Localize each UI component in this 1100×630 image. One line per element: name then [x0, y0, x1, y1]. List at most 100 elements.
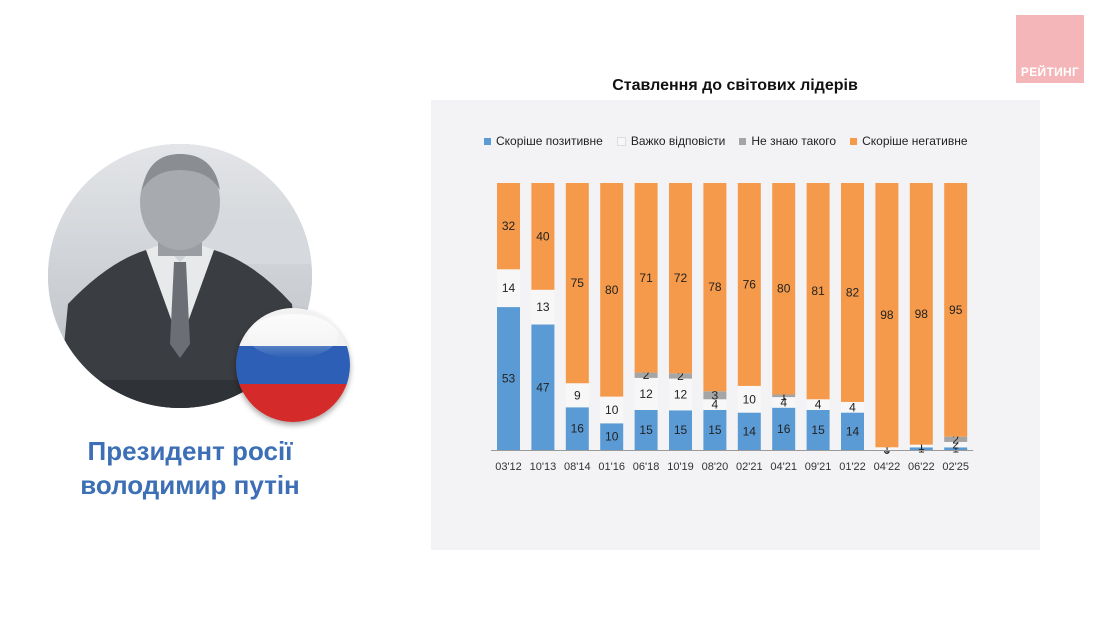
legend-label-hard-to-say: Важко відповісти: [630, 134, 726, 148]
legend-label-positive: Скоріше позитивне: [496, 134, 603, 148]
person-caption: Президент росії володимир путін: [40, 434, 340, 502]
bar-segment-1-8: [772, 397, 796, 408]
bar-segment-2-6: [703, 391, 727, 400]
legend-label-negative: Скоріше негативне: [862, 134, 968, 148]
bar-segment-0-0: [497, 307, 520, 450]
bar-segment-2-5: [669, 373, 692, 379]
person-caption-line2: володимир путін: [80, 470, 300, 500]
bar-segment-1-11: [875, 447, 899, 450]
x-tick-label-1: 10'13: [530, 461, 557, 473]
bar-segment-0-6: [703, 409, 727, 450]
data-label-1-4: 12: [639, 387, 653, 401]
russian-flag-icon: [236, 308, 350, 422]
bar-segment-3-4: [634, 183, 658, 373]
bar-segment-3-9: [806, 183, 830, 400]
legend-swatch-hard-to-say: [616, 136, 626, 146]
bar-segment-0-9: [806, 409, 830, 450]
data-label-1-1: 13: [536, 300, 550, 314]
data-label-3-6: 78: [708, 280, 722, 294]
x-tick-label-10: 01'22: [839, 461, 866, 473]
data-label-3-3: 80: [605, 283, 619, 297]
stacked-bar-chart: 53143203'1247134010'131697508'1410108001…: [491, 183, 974, 473]
data-label-1-2: 9: [574, 388, 581, 402]
data-label-2-4: 2: [643, 368, 650, 382]
data-label-0-4: 15: [639, 423, 653, 437]
bar-segment-1-7: [737, 385, 761, 413]
bar-segment-0-4: [634, 409, 658, 450]
data-label-0-8: 16: [777, 422, 791, 436]
bar-segment-2-13: [944, 436, 968, 442]
data-label-1-11: 1: [884, 442, 891, 456]
data-label-1-0: 14: [502, 281, 516, 295]
bar-segment-0-8: [772, 407, 796, 450]
x-tick-label-8: 04'21: [770, 461, 797, 473]
bar-segment-3-10: [841, 183, 864, 402]
data-label-3-11: 98: [880, 308, 894, 322]
data-label-3-0: 32: [502, 219, 516, 233]
data-label-0-12: 1: [918, 442, 925, 456]
data-label-1-8: 4: [780, 395, 787, 409]
data-label-0-13: 1: [952, 442, 959, 456]
data-label-2-6: 3: [712, 388, 719, 402]
legend-swatch-dont-know: [739, 137, 747, 145]
x-tick-label-12: 06'22: [908, 461, 935, 473]
data-label-0-9: 15: [811, 423, 825, 437]
legend-swatch-positive: [484, 137, 491, 145]
bar-segment-3-11: [875, 183, 899, 448]
bar-segment-1-6: [703, 399, 727, 410]
data-label-3-1: 40: [536, 229, 550, 243]
x-tick-label-7: 02'21: [736, 461, 763, 473]
bar-segment-0-1: [531, 324, 555, 450]
data-label-0-0: 53: [502, 372, 516, 386]
data-label-2-8: 1: [780, 389, 787, 403]
legend-item-negative: Скоріше негативне: [850, 134, 968, 148]
data-label-3-13: 95: [949, 303, 963, 317]
x-tick-label-13: 02'25: [942, 461, 969, 473]
data-label-1-3: 10: [605, 403, 619, 417]
data-label-0-7: 14: [743, 424, 757, 438]
data-label-1-9: 4: [815, 398, 822, 412]
rating-logo: РЕЙТИНГ: [1016, 15, 1084, 83]
data-label-2-5: 2: [677, 369, 684, 383]
bar-segment-0-5: [669, 410, 692, 450]
data-label-1-6: 4: [712, 398, 719, 412]
data-label-1-10: 4: [849, 400, 856, 414]
bar-segment-3-5: [669, 183, 692, 374]
bar-segment-3-13: [944, 183, 968, 437]
chart-legend: Скоріше позитивне Важко відповісти Не зн…: [484, 134, 982, 148]
bar-segment-2-4: [634, 372, 658, 378]
bar-segment-3-3: [600, 183, 624, 397]
data-label-1-5: 12: [674, 387, 688, 401]
bar-segment-3-7: [737, 183, 761, 386]
x-tick-label-2: 08'14: [564, 461, 591, 473]
logo-text: РЕЙТИНГ: [1020, 65, 1080, 79]
bar-segment-0-3: [600, 423, 624, 450]
legend-swatch-negative: [850, 137, 858, 145]
data-label-3-10: 82: [846, 285, 860, 299]
bar-segment-0-12: [909, 447, 933, 450]
data-label-0-6: 15: [708, 423, 722, 437]
bar-segment-1-0: [497, 269, 520, 308]
data-label-1-7: 10: [743, 392, 757, 406]
bar-segment-1-4: [634, 377, 658, 410]
data-label-1-13: 2: [952, 438, 959, 452]
x-tick-label-0: 03'12: [495, 461, 522, 473]
x-tick-label-11: 04'22: [874, 461, 901, 473]
bar-segment-3-8: [772, 183, 796, 395]
bar-segment-1-12: [909, 444, 933, 448]
x-tick-label-4: 06'18: [633, 461, 660, 473]
bar-segment-1-9: [806, 399, 830, 410]
data-label-1-12: 1: [918, 439, 925, 453]
bar-segment-1-3: [600, 396, 624, 424]
legend-item-hard-to-say: Важко відповісти: [616, 134, 726, 148]
bar-segment-1-1: [531, 289, 555, 325]
x-tick-label-9: 09'21: [805, 461, 832, 473]
x-tick-label-5: 10'19: [667, 461, 694, 473]
data-label-3-9: 81: [811, 284, 825, 298]
bar-segment-0-7: [737, 412, 761, 450]
data-label-0-3: 10: [605, 430, 619, 444]
bar-segment-3-6: [703, 183, 727, 392]
data-label-3-12: 98: [915, 307, 929, 321]
legend-item-positive: Скоріше позитивне: [484, 134, 603, 148]
bar-segment-1-2: [565, 383, 589, 408]
